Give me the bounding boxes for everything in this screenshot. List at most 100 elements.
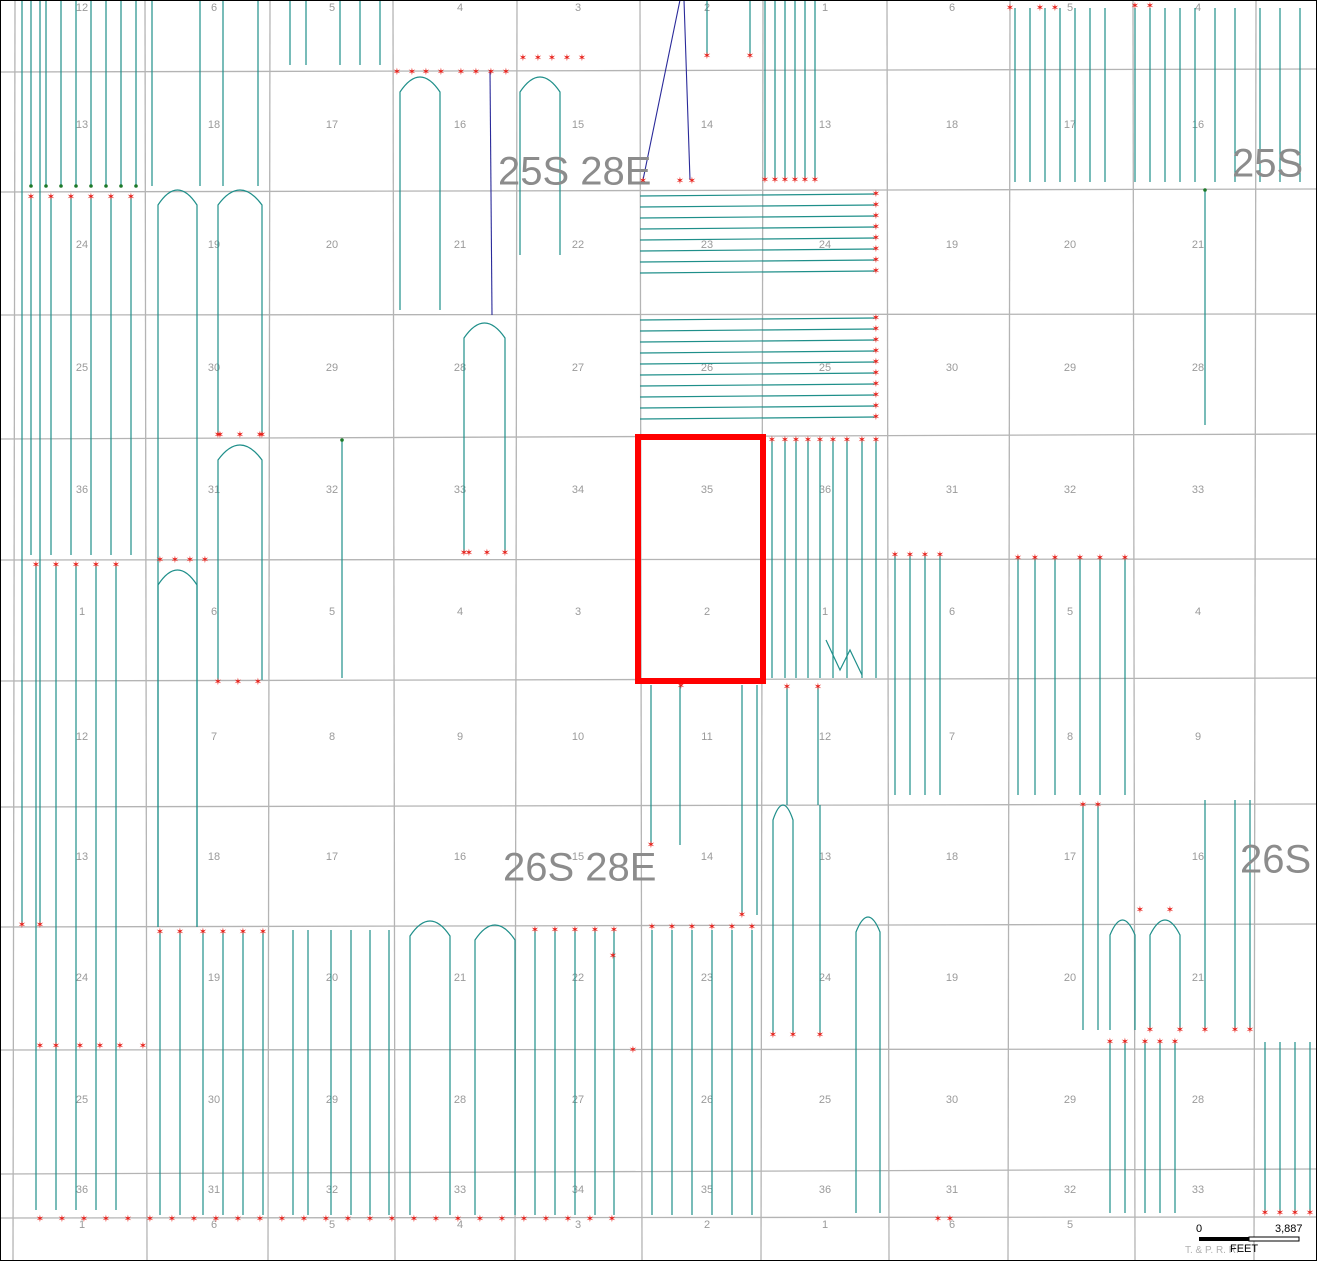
surface-location-marker: ✶ <box>27 192 35 203</box>
section-number: 20 <box>326 972 338 984</box>
surface-location-marker: ✶ <box>501 548 509 559</box>
surface-location-marker: ✶ <box>47 192 55 203</box>
section-number: 36 <box>76 1184 88 1196</box>
section-number: 28 <box>1192 1094 1204 1106</box>
surface-location-marker: ✶ <box>811 175 819 186</box>
surface-location-marker: ✶ <box>519 53 527 64</box>
section-number: 36 <box>819 484 831 496</box>
surface-location-marker: ✶ <box>199 927 207 938</box>
section-number: 12 <box>76 731 88 743</box>
surface-location-marker: ✶ <box>872 390 880 401</box>
surface-location-marker: ✶ <box>571 925 579 936</box>
surface-location-marker: ✶ <box>591 925 599 936</box>
surface-location-marker: ✶ <box>254 677 262 688</box>
surface-location-marker: ✶ <box>186 555 194 566</box>
surface-location-marker: ✶ <box>1076 553 1084 564</box>
surface-location-marker: ✶ <box>936 550 944 561</box>
section-number: 21 <box>1192 239 1204 251</box>
section-line-horizontal <box>0 68 1317 73</box>
well-lateral-loop <box>157 569 198 927</box>
surface-location-marker: ✶ <box>1051 553 1059 564</box>
surface-location-marker: ✶ <box>668 922 676 933</box>
scale-bar-white-segment <box>1248 1236 1300 1242</box>
section-number: 25 <box>819 1094 831 1106</box>
section-number: 13 <box>76 851 88 863</box>
surface-location-marker: ✶ <box>410 1214 418 1225</box>
section-number: 7 <box>211 731 217 743</box>
surface-location-marker: ✶ <box>769 1030 777 1041</box>
surface-location-marker: ✶ <box>1051 3 1059 14</box>
section-number: 4 <box>457 606 463 618</box>
section-number: 6 <box>211 2 217 14</box>
surface-location-marker: ✶ <box>393 67 401 78</box>
surface-location-marker: ✶ <box>1261 1208 1269 1219</box>
surface-location-marker: ✶ <box>872 412 880 423</box>
surface-location-marker: ✶ <box>1131 1 1139 12</box>
surface-location-marker: ✶ <box>1176 1025 1184 1036</box>
section-number: 29 <box>326 1094 338 1106</box>
township-labels: 25S 28E 25S 26S 28E 26S <box>498 142 1311 890</box>
well-lateral-loop <box>772 804 794 1035</box>
well-lateral-horizontal <box>639 270 877 274</box>
well-lateral-loop <box>519 76 561 255</box>
surface-location-marker: ✶ <box>629 1045 637 1056</box>
surface-location-marker: ✶ <box>872 401 880 412</box>
surface-location-marker: ✶ <box>610 925 618 936</box>
surface-location-marker: ✶ <box>92 560 100 571</box>
surface-location-marker: ✶ <box>586 1214 594 1225</box>
section-number: 26 <box>701 1094 713 1106</box>
surface-location-marker: ✶ <box>738 910 746 921</box>
section-line-vertical <box>12 0 16 1261</box>
section-line-horizontal <box>0 1048 1317 1051</box>
surface-location-marker: ✶ <box>472 67 480 78</box>
surface-location-marker: ✶ <box>728 922 736 933</box>
well-laterals <box>21 0 1311 1215</box>
surface-location-marker: ✶ <box>36 1214 44 1225</box>
surface-location-marker: ✶ <box>1276 1208 1284 1219</box>
surface-location-marker: ✶ <box>1079 800 1087 811</box>
surface-location-marker: ✶ <box>872 266 880 277</box>
well-lateral-horizontal <box>639 372 877 376</box>
surface-location-marker: ✶ <box>236 430 244 441</box>
section-number: 21 <box>1192 972 1204 984</box>
section-number: 28 <box>454 1094 466 1106</box>
scale-start-label: 0 <box>1196 1223 1202 1235</box>
section-number: 18 <box>208 851 220 863</box>
well-lateral-loop <box>217 189 263 435</box>
section-number: 3 <box>575 1219 581 1231</box>
surface-location-marker: ✶ <box>768 435 776 446</box>
section-number: 5 <box>1067 1219 1073 1231</box>
surface-location-marker: ✶ <box>256 430 264 441</box>
section-number: 4 <box>457 1219 463 1231</box>
section-number: 25 <box>76 1094 88 1106</box>
surface-location-marker: ✶ <box>746 51 754 62</box>
section-number: 12 <box>76 2 88 14</box>
surface-location-marker: ✶ <box>564 1214 572 1225</box>
surface-location-marker: ✶ <box>87 192 95 203</box>
section-number: 13 <box>819 851 831 863</box>
section-number: 17 <box>1064 119 1076 131</box>
surface-location-marker: ✶ <box>256 1214 264 1225</box>
section-number: 1 <box>822 606 828 618</box>
surface-location-marker: ✶ <box>804 435 812 446</box>
section-number: 14 <box>701 119 713 131</box>
surface-location-marker: ✶ <box>647 840 655 851</box>
surface-location-marker: ✶ <box>703 51 711 62</box>
surface-location-marker: ✶ <box>1171 1037 1179 1048</box>
section-number: 15 <box>572 851 584 863</box>
section-number: 5 <box>329 1219 335 1231</box>
surface-location-marker: ✶ <box>531 925 539 936</box>
section-number: 31 <box>946 1184 958 1196</box>
surface-location-marker: ✶ <box>688 176 696 187</box>
well-lateral-horizontal <box>639 317 877 321</box>
surface-location-marker: ✶ <box>872 255 880 266</box>
surface-location-marker: ✶ <box>639 176 647 187</box>
section-number: 30 <box>208 1094 220 1106</box>
section-number: 34 <box>572 1184 584 1196</box>
well-lateral-horizontal <box>639 383 877 387</box>
highlighted-section-outline[interactable] <box>635 434 766 684</box>
surface-location-marker: ✶ <box>18 920 26 931</box>
surface-location-marker: ✶ <box>748 922 756 933</box>
section-line-horizontal <box>0 313 1317 316</box>
